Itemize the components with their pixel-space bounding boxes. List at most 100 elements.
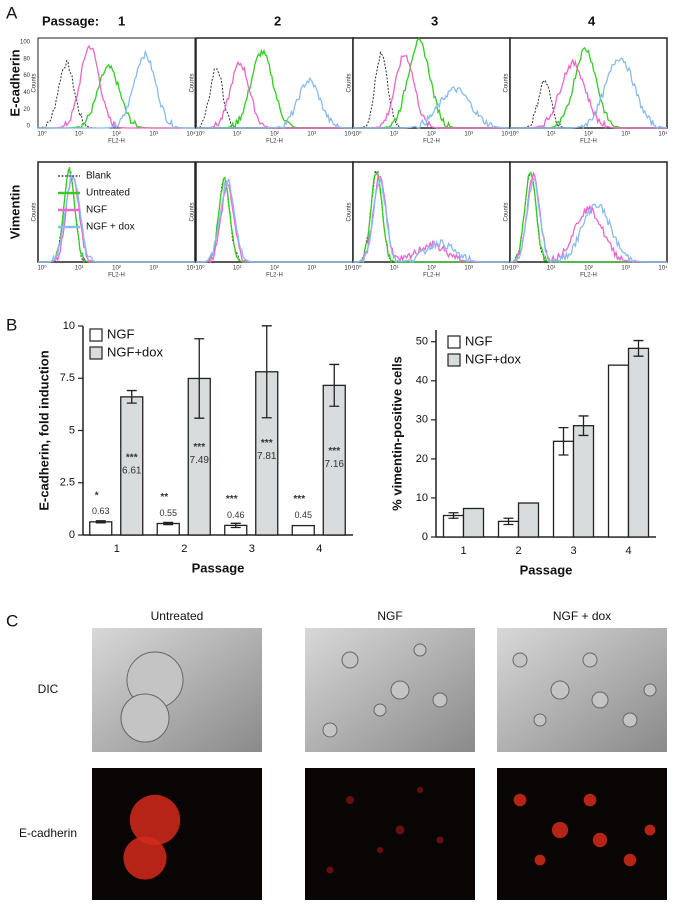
y-tick-label: 0 — [422, 531, 428, 543]
legend-label: Blank — [86, 171, 112, 182]
row-label: E-cadherin — [7, 49, 22, 116]
x-tick-label: 4 — [316, 543, 322, 555]
x-tick-label: 10² — [584, 132, 593, 138]
histogram-curve — [196, 76, 353, 129]
value-label: 0.46 — [227, 510, 245, 520]
column-label: Untreated — [151, 609, 204, 623]
x-tick-label: 3 — [249, 543, 255, 555]
histogram-curve — [196, 178, 353, 263]
row-label: Vimentin — [7, 185, 22, 240]
passage-number: 4 — [588, 13, 596, 28]
stained-cell — [534, 854, 546, 866]
significance: * — [95, 490, 99, 501]
y-tick-label: 0 — [27, 124, 31, 130]
x-tick-label: 10⁰ — [195, 131, 205, 138]
y-axis-label: Counts — [504, 73, 510, 92]
legend-label: NGF — [107, 326, 135, 341]
x-tick-label: 10¹ — [233, 266, 242, 272]
x-tick-label: 10¹ — [390, 132, 399, 138]
cell — [591, 691, 609, 709]
bar — [517, 502, 540, 538]
bar — [156, 522, 180, 536]
x-tick-label: 10² — [427, 132, 436, 138]
bar — [291, 524, 315, 536]
x-tick-label: 10⁴ — [186, 131, 196, 138]
y-tick-label: 20 — [23, 107, 30, 113]
x-axis-label: Passage — [192, 560, 245, 575]
error-bar — [163, 521, 174, 526]
x-tick-label: 10² — [270, 266, 279, 272]
cell — [120, 693, 170, 743]
value-label: 0.45 — [294, 510, 312, 520]
y-tick-label: 40 — [416, 375, 428, 387]
y-tick-label: 5 — [69, 424, 75, 436]
x-tick-label: 10⁰ — [352, 265, 362, 272]
y-tick-label: 2.5 — [60, 477, 75, 489]
x-tick-label: 10³ — [464, 132, 473, 138]
bar — [572, 425, 595, 538]
bar — [607, 364, 630, 538]
error-bar — [578, 415, 589, 437]
fluorescence-image — [92, 768, 262, 900]
x-tick-label: 10³ — [621, 266, 630, 272]
legend-swatch — [447, 353, 461, 367]
stained-cell — [395, 825, 405, 835]
y-tick-label: 60 — [23, 73, 30, 79]
x-tick-label: 10⁴ — [501, 265, 511, 272]
x-axis-label: FL2-H — [423, 273, 440, 279]
error-bar — [448, 512, 459, 519]
stained-cell — [551, 821, 569, 839]
error-bar — [633, 339, 644, 357]
stained-cell — [592, 832, 608, 848]
fluorescence-image — [497, 768, 667, 900]
x-tick-label: 2 — [181, 543, 187, 555]
significance: *** — [293, 494, 305, 505]
x-tick-label: 10⁰ — [37, 131, 47, 138]
x-tick-label: 10⁴ — [658, 265, 668, 272]
cell — [432, 692, 448, 708]
row-label: DIC — [38, 682, 59, 696]
significance: *** — [328, 446, 340, 457]
x-tick-label: 10² — [584, 266, 593, 272]
x-tick-label: 10⁰ — [352, 131, 362, 138]
y-tick-label: 80 — [23, 56, 30, 62]
legend-label: NGF + dox — [86, 222, 135, 233]
x-tick-label: 10⁰ — [195, 265, 205, 272]
significance: *** — [193, 442, 205, 453]
y-axis-label: % vimentin-positive cells — [389, 356, 404, 511]
x-tick-label: 10³ — [464, 266, 473, 272]
row-label: E-cadherin — [19, 826, 77, 840]
legend-label: Untreated — [86, 188, 130, 199]
histogram-curve — [195, 68, 353, 129]
x-tick-label: 10³ — [149, 132, 158, 138]
legend-label: NGF+dox — [107, 344, 163, 359]
cell — [643, 683, 657, 697]
y-tick-label: 7.5 — [60, 372, 75, 384]
x-tick-label: 1 — [460, 545, 466, 557]
y-axis-label: E-cadherin, fold induction — [36, 350, 51, 510]
x-tick-label: 10² — [112, 266, 121, 272]
cell — [390, 680, 410, 700]
cell — [533, 713, 547, 727]
passage-number: 3 — [431, 13, 438, 28]
y-axis-label: Counts — [504, 202, 510, 221]
stained-cell — [377, 847, 383, 853]
y-axis-label: Counts — [32, 202, 38, 221]
x-tick-label: 10⁴ — [186, 265, 196, 272]
error-bar — [194, 338, 205, 419]
stained-cell — [326, 866, 334, 874]
x-tick-label: 10² — [112, 132, 121, 138]
legend-swatch — [89, 328, 103, 342]
legend-label: NGF — [465, 333, 493, 348]
stained-cell — [623, 853, 637, 867]
y-tick-label: 10 — [416, 492, 428, 504]
stained-cell — [123, 836, 167, 880]
x-tick-label: 10² — [427, 266, 436, 272]
x-tick-label: 10¹ — [390, 266, 399, 272]
stained-cell — [346, 796, 354, 804]
histogram-curve — [510, 57, 668, 130]
y-tick-label: 100 — [20, 40, 31, 46]
error-bar — [558, 426, 569, 456]
y-tick-label: 30 — [416, 414, 428, 426]
x-tick-label: 4 — [625, 545, 631, 557]
